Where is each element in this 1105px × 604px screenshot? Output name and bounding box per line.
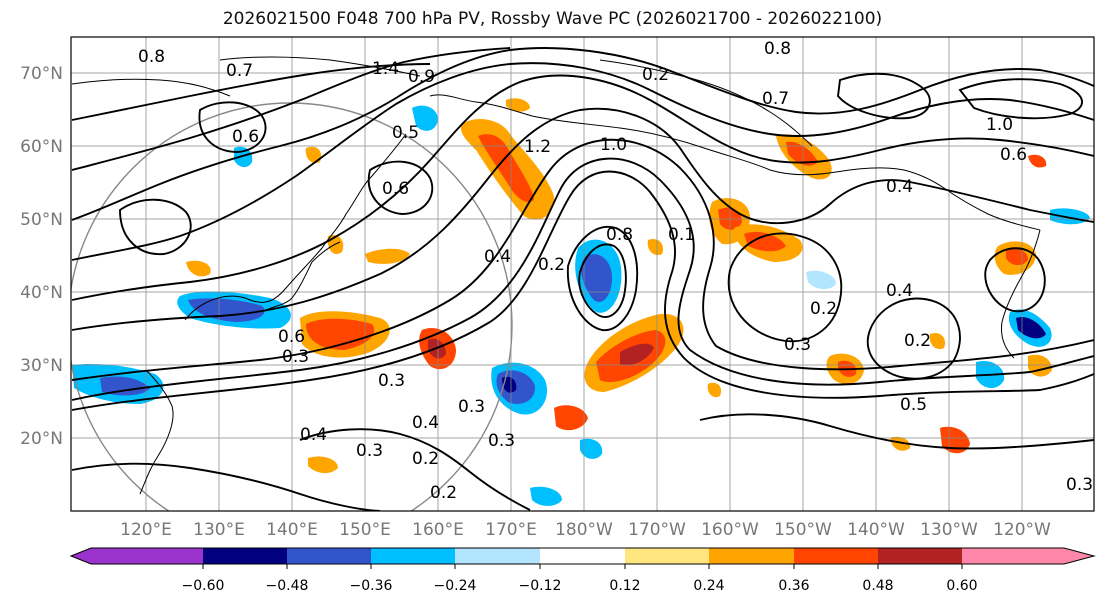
colorbar-tick-label: −0.12 bbox=[519, 578, 562, 594]
colorbar-tick-labels: −0.60 −0.48 −0.36 −0.24 −0.12 0.12 0.24 … bbox=[182, 578, 978, 594]
lon-label: 170°E bbox=[485, 520, 537, 540]
colorbar-segment bbox=[540, 548, 625, 564]
contour-label: 0.3 bbox=[378, 371, 405, 391]
colorbar-segment bbox=[1064, 548, 1094, 564]
latitude-labels: 70°N 60°N 50°N 40°N 30°N 20°N bbox=[20, 64, 63, 449]
lat-label: 50°N bbox=[20, 210, 63, 230]
contour-label: 0.8 bbox=[606, 225, 633, 245]
contour-label: 0.3 bbox=[488, 431, 515, 451]
colorbar-segment bbox=[71, 548, 91, 564]
contour-label: 0.2 bbox=[642, 65, 669, 85]
lon-label: 160°W bbox=[701, 520, 759, 540]
map-frame bbox=[70, 36, 1095, 512]
pv-contours bbox=[71, 47, 1094, 511]
contour-label: 0.3 bbox=[282, 347, 309, 367]
lon-label: 140°W bbox=[847, 520, 905, 540]
contour-label: 0.3 bbox=[458, 397, 485, 417]
contour-label: 0.5 bbox=[900, 395, 927, 415]
colorbar-tick-label: −0.36 bbox=[350, 578, 393, 594]
contour-label: 0.2 bbox=[810, 299, 837, 319]
contour-label: 0.2 bbox=[538, 255, 565, 275]
lat-label: 20°N bbox=[20, 429, 63, 449]
colorbar bbox=[69, 547, 1096, 569]
lat-label: 60°N bbox=[20, 137, 63, 157]
contour-label: 0.2 bbox=[412, 449, 439, 469]
contour-label: 1.0 bbox=[600, 135, 627, 155]
map-title: 2026021500 F048 700 hPa PV, Rossby Wave … bbox=[222, 9, 883, 29]
colorbar-tick-label: −0.24 bbox=[434, 578, 477, 594]
contour-label: 0.3 bbox=[784, 335, 811, 355]
contour-label: 0.8 bbox=[764, 39, 791, 59]
contour-label: 0.6 bbox=[1000, 145, 1027, 165]
lon-label: 130°W bbox=[920, 520, 978, 540]
colorbar-tick-label: 0.12 bbox=[609, 578, 640, 594]
lon-label: 120°W bbox=[993, 520, 1051, 540]
colorbar-segment bbox=[91, 548, 203, 564]
contour-label: 0.4 bbox=[412, 413, 439, 433]
lat-label: 40°N bbox=[20, 283, 63, 303]
colorbar-segment bbox=[287, 548, 371, 564]
contour-label: 0.2 bbox=[430, 483, 457, 503]
lon-label: 150°W bbox=[774, 520, 832, 540]
contour-label: 0.7 bbox=[226, 61, 253, 81]
lon-label: 160°E bbox=[412, 520, 464, 540]
contour-label: 0.5 bbox=[392, 123, 419, 143]
colorbar-tick-label: −0.48 bbox=[266, 578, 309, 594]
lon-label: 150°E bbox=[339, 520, 391, 540]
map-plot-area: 0.8 0.7 1.4 0.9 0.2 0.8 0.7 0.6 0.5 1.2 … bbox=[71, 37, 1094, 511]
contour-label: 0.7 bbox=[762, 89, 789, 109]
contour-label: 1.0 bbox=[986, 115, 1013, 135]
lat-label: 30°N bbox=[20, 356, 63, 376]
colorbar-segment bbox=[203, 548, 287, 564]
colorbar-tick-label: −0.60 bbox=[182, 578, 225, 594]
contour-label: 0.6 bbox=[382, 179, 409, 199]
contour-label: 1.4 bbox=[372, 59, 399, 79]
contour-label: 0.6 bbox=[232, 127, 259, 147]
colorbar-segment bbox=[455, 548, 540, 564]
contour-label: 0.4 bbox=[484, 247, 511, 267]
lon-label: 140°E bbox=[266, 520, 318, 540]
lat-label: 70°N bbox=[20, 64, 63, 84]
contour-label: 0.9 bbox=[408, 67, 435, 87]
longitude-labels: 120°E 130°E 140°E 150°E 160°E 170°E 180°… bbox=[120, 520, 1051, 540]
contour-label: 0.3 bbox=[356, 441, 383, 461]
contour-label: 0.3 bbox=[1066, 475, 1093, 495]
colorbar-segment bbox=[794, 548, 878, 564]
radius-circle bbox=[71, 102, 513, 511]
contour-label: 0.2 bbox=[904, 331, 931, 351]
lon-label: 120°E bbox=[120, 520, 172, 540]
contour-label: 1.2 bbox=[524, 137, 551, 157]
contour-label: 0.4 bbox=[300, 425, 327, 445]
contour-label: 0.4 bbox=[886, 177, 913, 197]
colorbar-segment bbox=[371, 548, 455, 564]
colorbar-tick-label: 0.36 bbox=[778, 578, 809, 594]
colorbar-segment bbox=[962, 548, 1064, 564]
lon-label: 170°W bbox=[628, 520, 686, 540]
colorbar-tick-label: 0.48 bbox=[862, 578, 893, 594]
colorbar-outline bbox=[69, 547, 1096, 565]
colorbar-tick-label: 0.60 bbox=[946, 578, 977, 594]
contour-label: 0.1 bbox=[668, 225, 695, 245]
colorbar-tick-label: 0.24 bbox=[693, 578, 724, 594]
coastlines bbox=[71, 56, 1041, 495]
lon-label: 180°W bbox=[555, 520, 613, 540]
contour-labels: 0.8 0.7 1.4 0.9 0.2 0.8 0.7 0.6 0.5 1.2 … bbox=[138, 39, 1093, 503]
colorbar-segment bbox=[878, 548, 962, 564]
lon-label: 130°E bbox=[193, 520, 245, 540]
colorbar-segment bbox=[625, 548, 709, 564]
colorbar-segment bbox=[709, 548, 794, 564]
contour-label: 0.4 bbox=[886, 281, 913, 301]
contour-label: 0.8 bbox=[138, 47, 165, 67]
contour-label: 0.6 bbox=[278, 327, 305, 347]
